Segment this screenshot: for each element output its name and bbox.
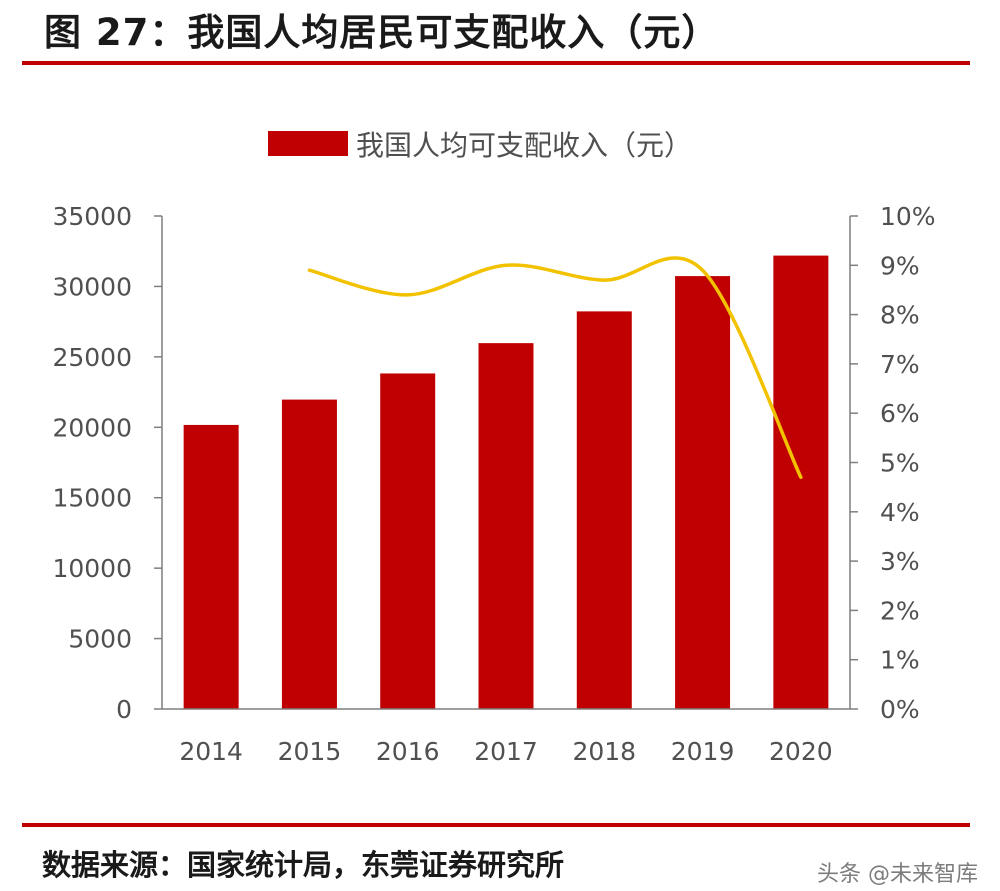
right-tick-label: 1% (880, 646, 920, 675)
x-tick-label: 2015 (278, 737, 342, 766)
right-tick-label: 0% (880, 695, 920, 724)
bar-2020 (773, 255, 829, 709)
right-tick-label: 10% (880, 202, 936, 231)
x-tick-label: 2014 (179, 737, 243, 766)
watermark: 头条 @未来智库 (817, 862, 978, 887)
right-tick-label: 9% (880, 251, 920, 280)
left-tick-label: 0 (116, 695, 132, 724)
legend-label: 我国人均可支配收入（元） (356, 129, 692, 162)
right-tick-label: 7% (880, 350, 920, 379)
x-tick-label: 2019 (671, 737, 735, 766)
x-tick-label: 2017 (474, 737, 538, 766)
bar-2018 (576, 311, 632, 709)
left-tick-label: 20000 (52, 413, 132, 442)
x-tick-label: 2016 (376, 737, 440, 766)
left-tick-label: 15000 (52, 484, 132, 513)
growth-line-path (307, 256, 803, 480)
bars (183, 255, 829, 709)
bar-2017 (478, 343, 534, 709)
legend-swatch (268, 131, 348, 156)
source-note: 数据来源：国家统计局，东莞证券研究所 (42, 848, 565, 882)
left-tick-label: 30000 (52, 272, 132, 301)
left-tick-label: 5000 (68, 625, 132, 654)
top-rule (22, 61, 970, 65)
bottom-rule (22, 823, 970, 827)
x-tick-label: 2018 (572, 737, 636, 766)
right-tick-label: 4% (880, 498, 920, 527)
bar-2019 (675, 276, 731, 709)
left-tick-label: 10000 (52, 554, 132, 583)
x-tick-label: 2020 (769, 737, 833, 766)
right-tick-label: 5% (880, 449, 920, 478)
left-tick-label: 25000 (52, 343, 132, 372)
right-y-axis: 0% 1% 2% 3% 4% 5% 6% 7% 8% 9% 10% (849, 202, 936, 724)
bar-2016 (380, 373, 436, 709)
right-tick-label: 2% (880, 596, 920, 625)
right-tick-label: 6% (880, 399, 920, 428)
left-y-axis: 0 5000 10000 15000 20000 25000 30000 35000 (52, 202, 163, 724)
x-axis: 2014 2015 2016 2017 2018 2019 2020 (162, 708, 850, 766)
legend: 我国人均可支配收入（元） (268, 129, 692, 162)
left-tick-label: 35000 (52, 202, 132, 231)
right-tick-label: 3% (880, 547, 920, 576)
bar-2015 (281, 399, 337, 709)
growth-line (307, 256, 803, 480)
right-tick-label: 8% (880, 301, 920, 330)
bar-2014 (183, 424, 239, 709)
figure-title: 图 27：我国人均居民可支配收入（元） (44, 11, 720, 54)
